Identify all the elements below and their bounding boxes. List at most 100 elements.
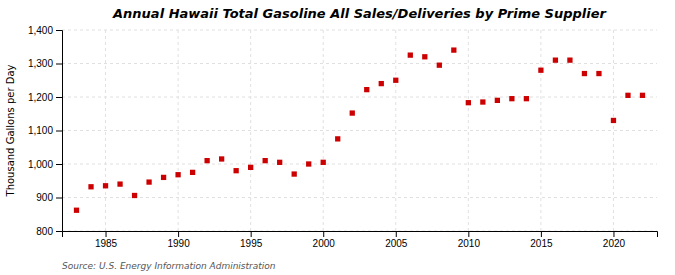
grid-line-x bbox=[613, 30, 614, 231]
point bbox=[495, 98, 500, 103]
point bbox=[306, 161, 311, 166]
y-axis-tick: 900 bbox=[36, 192, 62, 203]
point bbox=[277, 160, 282, 165]
x-axis-tick-label: 2015 bbox=[530, 238, 553, 249]
x-axis-tick-label: 1985 bbox=[95, 238, 118, 249]
y-axis-title: Thousand Gallons per Day bbox=[5, 64, 16, 197]
x-axis-tick-mark bbox=[251, 231, 252, 237]
x-axis-tick-label: 1995 bbox=[240, 238, 263, 249]
grid-line-y bbox=[62, 97, 657, 98]
point bbox=[640, 93, 645, 98]
y-axis-tick-mark bbox=[56, 198, 62, 199]
grid-line-x bbox=[540, 30, 541, 231]
point bbox=[480, 99, 485, 104]
point bbox=[88, 184, 93, 189]
point bbox=[248, 165, 253, 170]
point bbox=[190, 170, 195, 175]
x-axis-tick: 1995 bbox=[240, 231, 263, 249]
grid-line-y bbox=[62, 30, 657, 31]
y-axis-tick-label: 1,100 bbox=[28, 125, 53, 136]
point bbox=[321, 160, 326, 165]
x-axis-tick-label: 2010 bbox=[458, 238, 481, 249]
point bbox=[582, 71, 587, 76]
y-axis-tick: 1,300 bbox=[28, 58, 62, 69]
x-axis-tick: 2015 bbox=[530, 231, 553, 249]
point bbox=[335, 136, 340, 141]
x-axis-tick-label: 2020 bbox=[603, 238, 626, 249]
y-axis-tick-mark bbox=[56, 231, 62, 232]
point bbox=[625, 93, 630, 98]
x-axis-tick: 2005 bbox=[385, 231, 408, 249]
x-axis-tick-mark bbox=[106, 231, 107, 237]
point bbox=[350, 110, 355, 115]
x-axis-tick-mark bbox=[323, 231, 324, 237]
x-axis-tick: 1985 bbox=[95, 231, 118, 249]
y-axis-tick: 800 bbox=[36, 226, 62, 237]
point bbox=[379, 81, 384, 86]
x-axis-tick-mark bbox=[468, 231, 469, 237]
x-axis-tick: 1990 bbox=[167, 231, 190, 249]
y-axis: 800 900 1,000 1,100 1,200 1,300 1,400 bbox=[28, 25, 63, 237]
x-axis-tick: 2000 bbox=[313, 231, 336, 249]
y-axis-tick-label: 1,000 bbox=[28, 159, 53, 170]
point bbox=[117, 181, 122, 186]
grid-line-y bbox=[62, 197, 657, 198]
point bbox=[175, 172, 180, 177]
x-axis: 1985 1990 1995 2000 2005 2010 2015 2020 bbox=[63, 231, 658, 249]
point bbox=[204, 158, 209, 163]
x-axis-tick-label: 1990 bbox=[167, 238, 190, 249]
point bbox=[509, 96, 514, 101]
title: Annual Hawaii Total Gasoline All Sales/D… bbox=[112, 6, 607, 21]
x-axis-tick-mark bbox=[541, 231, 542, 237]
grid-line-x bbox=[468, 30, 469, 231]
point bbox=[466, 100, 471, 105]
y-axis-tick: 1,400 bbox=[28, 25, 62, 36]
point bbox=[219, 156, 224, 161]
grid bbox=[62, 30, 657, 231]
grid-line-x bbox=[395, 30, 396, 231]
y-axis-tick-label: 1,300 bbox=[28, 58, 53, 69]
points bbox=[74, 47, 645, 212]
y-axis-tick-mark bbox=[56, 64, 62, 65]
y-axis-tick-label: 900 bbox=[36, 192, 53, 203]
annotation: Source: U.S. Energy Information Administ… bbox=[62, 261, 276, 271]
x-axis-tick: 2010 bbox=[458, 231, 481, 249]
point bbox=[567, 58, 572, 63]
y-axis-line bbox=[56, 31, 63, 232]
y-axis-tick-label: 1,200 bbox=[28, 92, 53, 103]
x-axis-tick-mark bbox=[178, 231, 179, 237]
point bbox=[553, 58, 558, 63]
y-axis-tick-mark bbox=[56, 30, 62, 31]
point bbox=[234, 168, 239, 173]
point bbox=[74, 208, 79, 213]
grid-line-y bbox=[62, 164, 657, 165]
y-axis-tick-mark bbox=[56, 164, 62, 165]
point bbox=[437, 63, 442, 68]
point bbox=[422, 54, 427, 59]
point bbox=[538, 68, 543, 73]
x-axis-line bbox=[63, 232, 658, 238]
point bbox=[103, 183, 108, 188]
y-axis-tick-label: 800 bbox=[36, 226, 53, 237]
grid-line-y bbox=[62, 63, 657, 64]
y-axis-tick-label: 1,400 bbox=[28, 25, 53, 36]
point bbox=[611, 118, 616, 123]
point bbox=[292, 171, 297, 176]
plot: 1985 1990 1995 2000 2005 2010 2015 2020 800 900 1,… bbox=[28, 25, 658, 249]
y-axis-tick: 1,000 bbox=[28, 159, 62, 170]
y-axis-tick-mark bbox=[56, 97, 62, 98]
point bbox=[524, 96, 529, 101]
x-axis-tick-label: 2005 bbox=[385, 238, 408, 249]
grid-line-y bbox=[62, 130, 657, 131]
point bbox=[364, 87, 369, 92]
point bbox=[596, 71, 601, 76]
point bbox=[451, 47, 456, 52]
y-axis-tick: 1,100 bbox=[28, 125, 62, 136]
x-axis-tick-mark bbox=[396, 231, 397, 237]
chart: 1985 1990 1995 2000 2005 2010 2015 2020 800 900 1,… bbox=[0, 0, 675, 275]
point bbox=[161, 175, 166, 180]
point bbox=[393, 78, 398, 83]
y-axis-tick-mark bbox=[56, 131, 62, 132]
y-axis-tick: 1,200 bbox=[28, 92, 62, 103]
x-axis-tick-label: 2000 bbox=[313, 238, 336, 249]
